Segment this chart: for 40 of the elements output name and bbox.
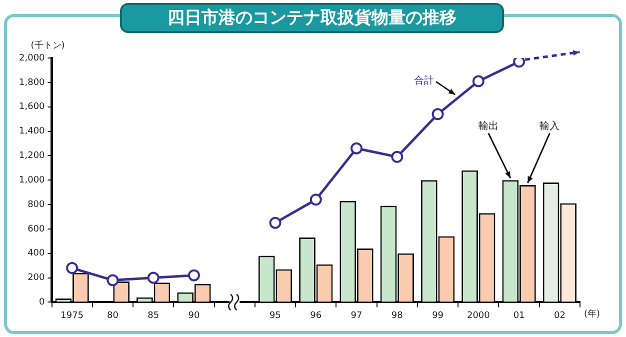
x-tick-label: 2000 — [466, 310, 490, 321]
y-tick-label: 1,400 — [19, 126, 46, 137]
point — [513, 58, 526, 68]
x-tick-label: 02 — [554, 310, 566, 321]
x-tick-label: 97 — [350, 310, 362, 321]
x-tick-label: 85 — [148, 310, 160, 321]
y-tick-label: 200 — [28, 273, 46, 284]
point — [310, 194, 322, 206]
x-tick-label: 90 — [188, 310, 200, 321]
y-tick-label: 400 — [28, 248, 46, 259]
x-tick-label: 99 — [432, 310, 444, 321]
point — [147, 272, 160, 284]
text: 合計 — [414, 74, 434, 86]
point — [350, 142, 363, 154]
y-tick-label: 0 — [39, 298, 46, 308]
x-tick-label: 01 — [513, 310, 525, 321]
y-tick-label: 1,600 — [19, 102, 46, 112]
x-tick-label: 80 — [106, 310, 119, 321]
y-tick-label: 800 — [28, 200, 46, 210]
x-tick-label: 98 — [391, 310, 404, 321]
point — [66, 262, 78, 274]
text: 輸入 — [540, 120, 560, 132]
point — [391, 150, 404, 163]
x-tick-label: 96 — [310, 310, 322, 321]
y-axis-title: (千トン) — [30, 40, 65, 51]
y-tick-label: 2,000 — [19, 53, 46, 64]
x-tick-label: 1975 — [60, 310, 84, 321]
x-tick-label: 95 — [270, 310, 281, 321]
point — [269, 216, 282, 229]
y-tick-label: 1,800 — [19, 78, 46, 88]
y-tick-label: 1,000 — [19, 175, 46, 186]
point — [188, 269, 200, 282]
text: 輸出 — [478, 120, 498, 132]
y-tick-label: 1,200 — [19, 151, 46, 162]
point — [106, 274, 119, 286]
point — [472, 75, 484, 88]
point — [432, 108, 444, 120]
x-axis-title: (年) — [584, 308, 600, 320]
chart-title: 四日市港のコンテナ取扱貨物量の推移 — [120, 3, 504, 33]
y-tick-label: 600 — [28, 224, 46, 234]
